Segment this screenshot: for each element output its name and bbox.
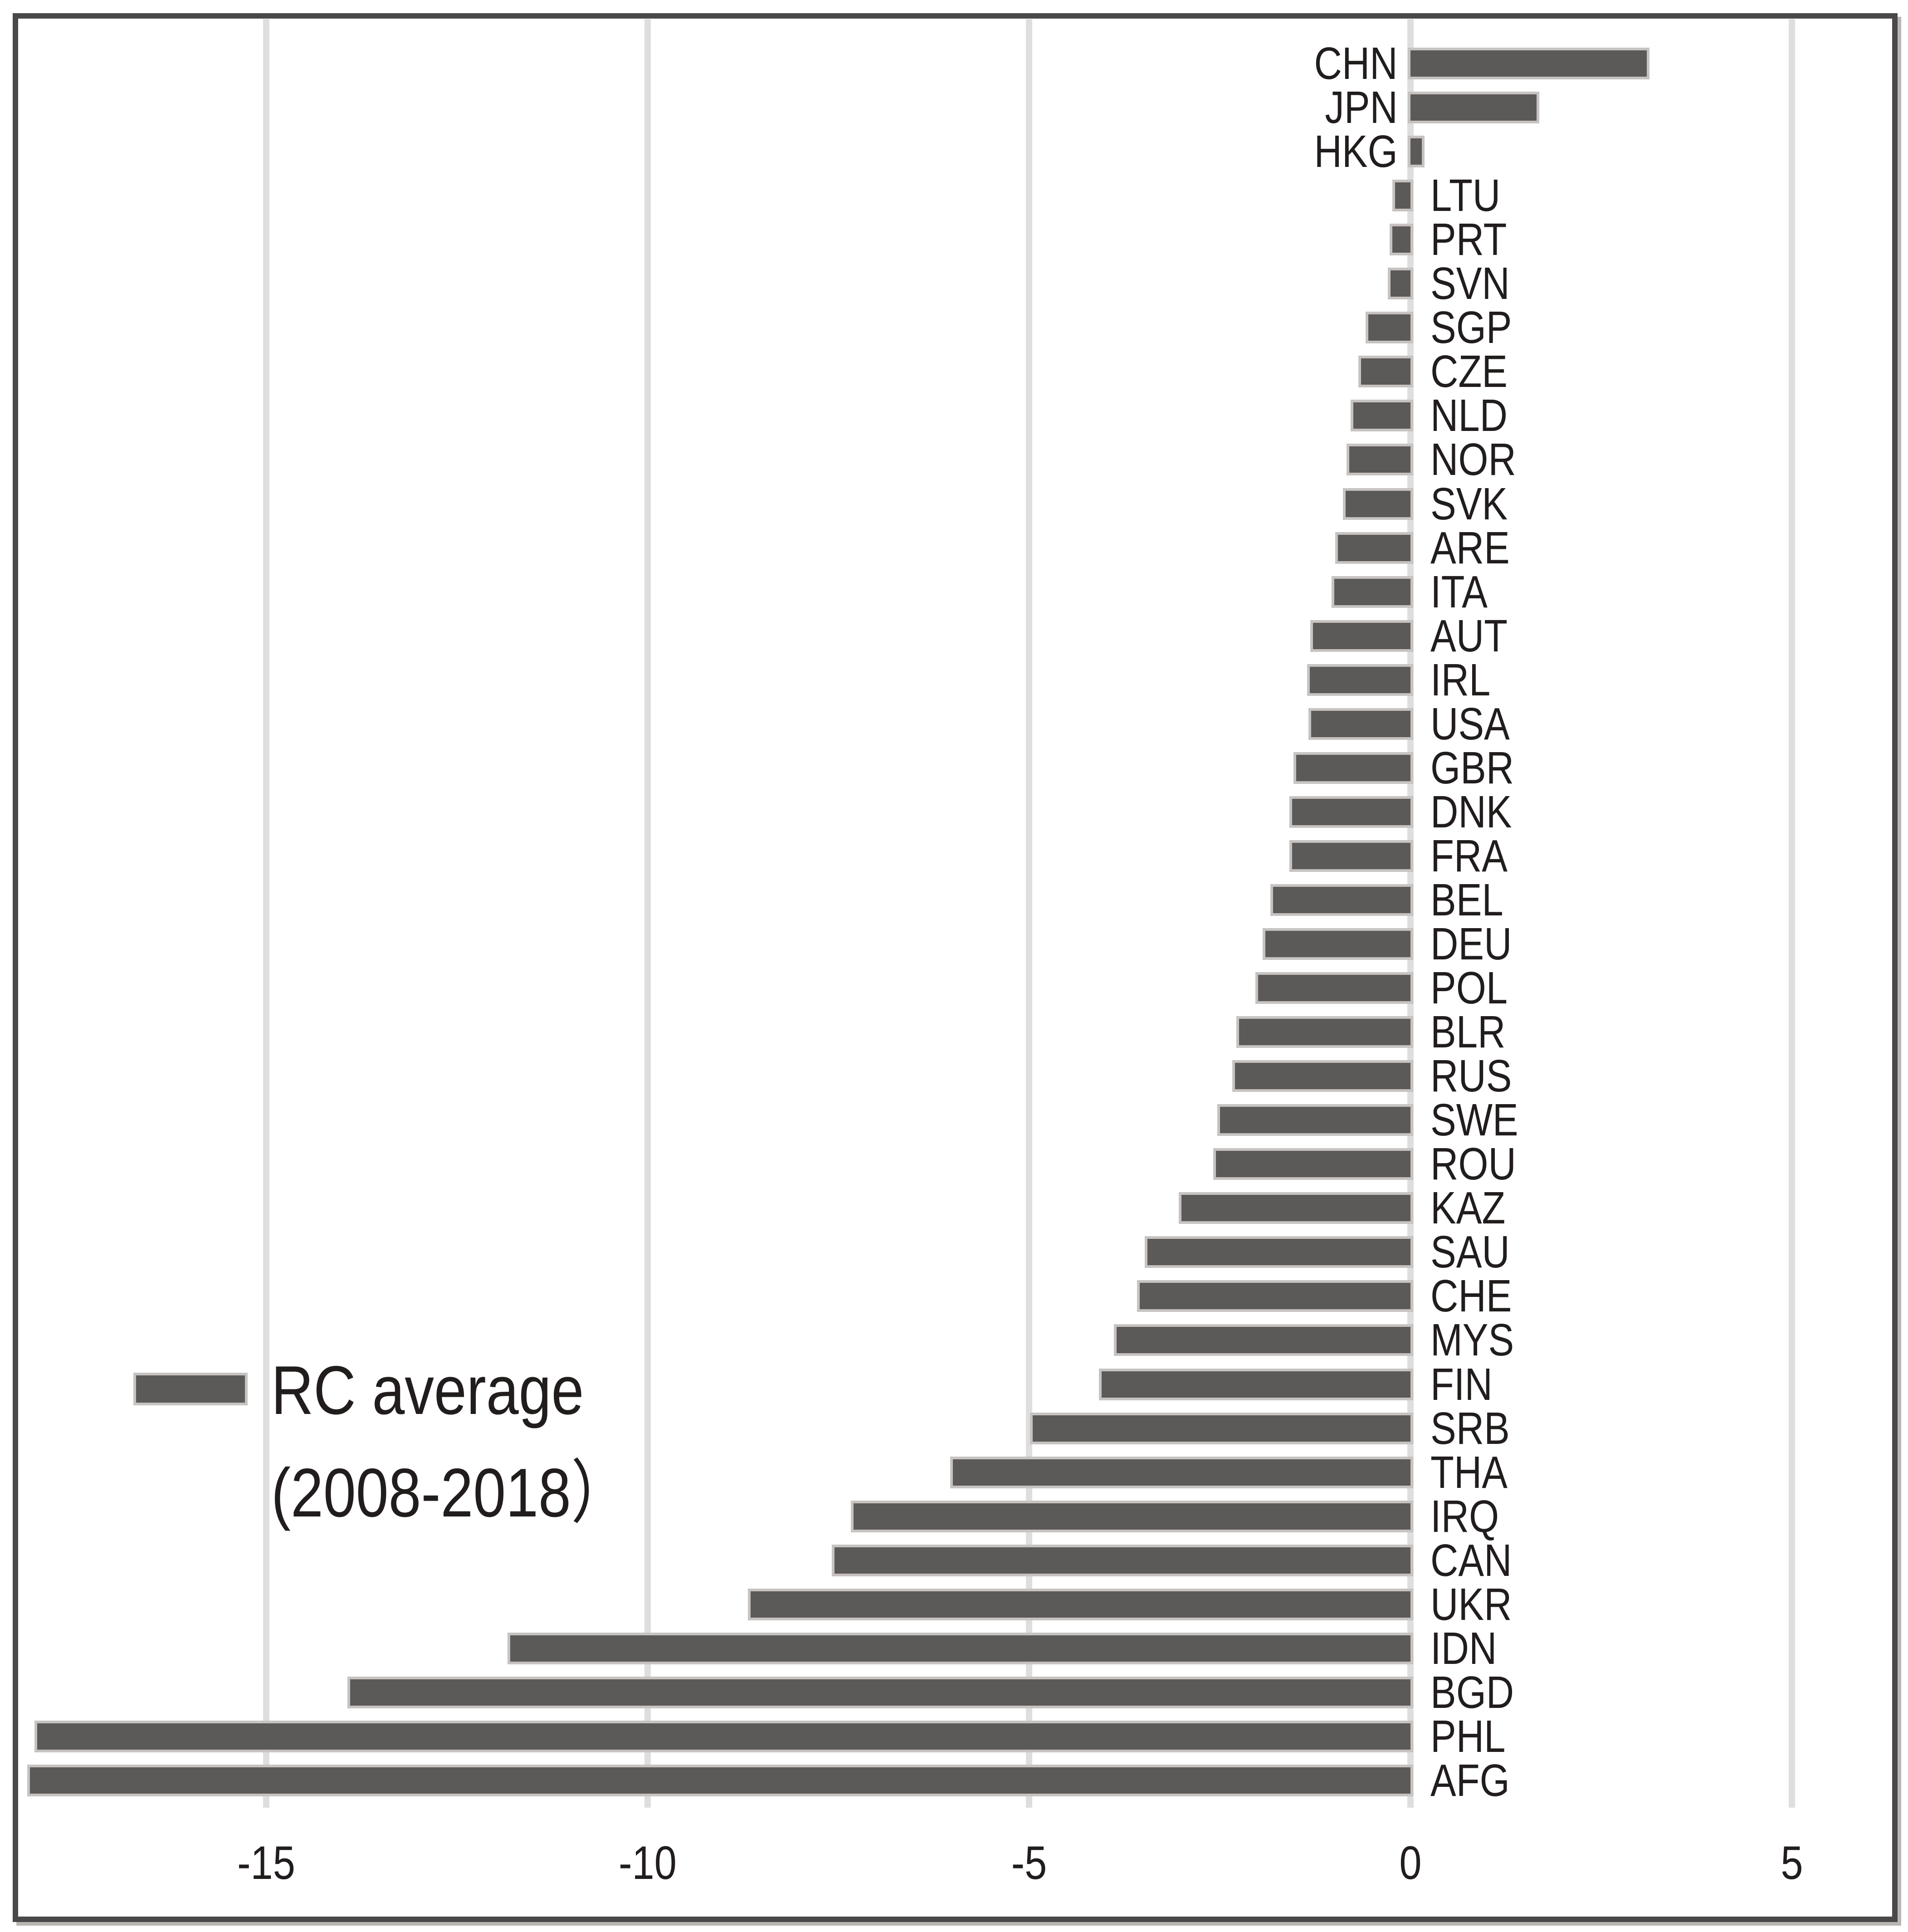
bar-label: USA <box>1430 698 1510 749</box>
bar <box>1358 356 1414 388</box>
bar <box>1389 224 1414 256</box>
legend-label: RC average (2008-2018） <box>271 1339 629 1544</box>
bar <box>1293 752 1413 784</box>
bar-label: CHN <box>1314 38 1398 89</box>
bar-label: CZE <box>1430 346 1508 397</box>
bar <box>1407 48 1650 79</box>
bar <box>1347 444 1413 476</box>
gridline <box>1789 19 1795 1808</box>
bar-label: NOR <box>1430 434 1516 485</box>
bar-label: DEU <box>1430 919 1512 969</box>
bar <box>1179 1192 1413 1224</box>
bar <box>1388 268 1413 300</box>
bar <box>1289 796 1413 828</box>
bar <box>950 1456 1413 1488</box>
bar-label: HKG <box>1314 126 1398 177</box>
bar <box>1307 664 1413 696</box>
bar <box>1263 928 1413 960</box>
bar-label: PRT <box>1430 214 1507 265</box>
bar-label: RUS <box>1430 1051 1512 1102</box>
x-tick-label: -10 <box>619 1837 677 1889</box>
bar-label: CHE <box>1430 1271 1512 1322</box>
legend-swatch <box>133 1373 248 1405</box>
bar-label: SVN <box>1430 258 1510 309</box>
bar <box>1137 1280 1413 1312</box>
bar <box>347 1676 1413 1708</box>
gridline <box>644 19 651 1808</box>
bar-label: MYS <box>1430 1315 1514 1366</box>
bar-label: SRB <box>1430 1403 1510 1454</box>
bar-label: POL <box>1430 963 1508 1014</box>
bar <box>1255 972 1413 1004</box>
bar-label: CAN <box>1430 1535 1512 1586</box>
bar-label: SWE <box>1430 1095 1518 1146</box>
bar <box>1343 488 1413 520</box>
bar-label: FIN <box>1430 1359 1493 1410</box>
bar-label: SGP <box>1430 302 1512 353</box>
bar <box>1310 620 1413 652</box>
gridline <box>263 19 269 1808</box>
bar-label: IRQ <box>1430 1491 1499 1542</box>
bar <box>1114 1324 1413 1356</box>
bar-label: BGD <box>1430 1667 1514 1718</box>
bar <box>748 1588 1413 1620</box>
x-tick-label: 0 <box>1399 1837 1422 1889</box>
bar <box>1289 840 1413 872</box>
legend-label-line1: RC average <box>271 1352 584 1429</box>
x-tick-label: 5 <box>1781 1837 1803 1889</box>
bar <box>832 1544 1413 1576</box>
bar-label: FRA <box>1430 830 1508 881</box>
bar-label: KAZ <box>1430 1183 1506 1234</box>
bar <box>1213 1148 1413 1180</box>
bar-label: PHL <box>1430 1711 1506 1762</box>
bar <box>1350 400 1413 432</box>
bar-label: AFG <box>1430 1755 1510 1806</box>
x-tick-label: -15 <box>237 1837 295 1889</box>
bar-label: JPN <box>1325 82 1398 133</box>
bar-label: ROU <box>1430 1139 1516 1190</box>
bar-label: THA <box>1430 1447 1508 1498</box>
bar <box>1030 1412 1413 1444</box>
bar <box>1098 1368 1413 1400</box>
bar <box>1408 92 1539 124</box>
bar-label: LTU <box>1430 170 1501 221</box>
bar-label: UKR <box>1430 1579 1512 1630</box>
bar <box>1232 1060 1413 1092</box>
bar-label: IRL <box>1430 654 1491 705</box>
bar-label: AUT <box>1430 610 1508 661</box>
bar-label: SAU <box>1430 1227 1510 1278</box>
chart-frame <box>13 13 1898 1922</box>
bar <box>1366 312 1413 344</box>
bar-label: BLR <box>1430 1007 1506 1058</box>
bar <box>1270 884 1413 916</box>
x-tick-label: -5 <box>1011 1837 1047 1889</box>
bar-label: SVK <box>1430 478 1508 529</box>
gridline <box>1026 19 1032 1808</box>
bar <box>34 1720 1413 1752</box>
bar <box>1144 1236 1413 1268</box>
bar-label: ITA <box>1430 566 1488 617</box>
bar-label: BEL <box>1430 874 1503 925</box>
bar <box>1217 1104 1413 1136</box>
bar <box>1407 136 1425 168</box>
bar <box>1392 180 1413 212</box>
bar <box>1236 1016 1413 1048</box>
bar <box>27 1764 1413 1796</box>
bar <box>1335 532 1413 564</box>
bar-label: IDN <box>1430 1623 1497 1674</box>
bar <box>1331 576 1413 608</box>
bar-label: ARE <box>1430 522 1510 573</box>
bar-label: DNK <box>1430 786 1512 837</box>
bar-label: GBR <box>1430 742 1514 793</box>
bar <box>851 1500 1413 1532</box>
bar <box>1308 708 1413 740</box>
bar <box>507 1632 1413 1664</box>
bar-label: NLD <box>1430 390 1508 441</box>
legend-label-line2: (2008-2018） <box>271 1454 630 1531</box>
